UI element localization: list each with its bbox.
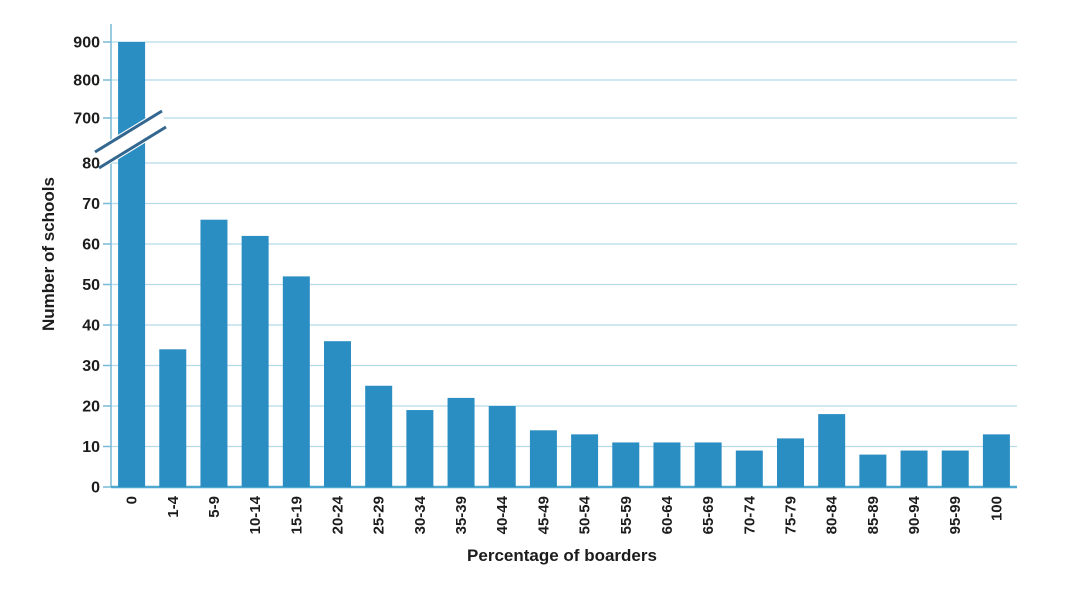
x-category-label-45-49: 45-49 [535, 496, 552, 534]
x-category-label-85-89: 85-89 [865, 496, 882, 534]
y-tick-label-700: 700 [73, 111, 100, 128]
bar-80-84 [818, 414, 846, 487]
y-tick-label-10: 10 [82, 439, 100, 456]
bar-1-4 [159, 349, 187, 487]
y-tick-label-80: 80 [82, 156, 100, 173]
bar-15-19 [282, 276, 310, 487]
bar-10-14 [241, 235, 269, 487]
x-category-label-80-84: 80-84 [824, 495, 841, 534]
bar-70-74 [735, 450, 763, 487]
axis-break-band [95, 108, 166, 171]
y-tick-label-70: 70 [82, 196, 100, 213]
x-category-label-70-74: 70-74 [741, 495, 758, 534]
bar-40-44 [488, 406, 516, 487]
y-tick-label-20: 20 [82, 399, 100, 416]
y-tick-label-60: 60 [82, 237, 100, 254]
x-category-label-100: 100 [988, 496, 1005, 521]
bar-60-64 [653, 442, 681, 487]
bar-50-54 [571, 434, 599, 487]
bar-25-29 [365, 385, 393, 487]
bar-100 [982, 434, 1010, 487]
bar-95-99 [941, 450, 969, 487]
bar-90-94 [900, 450, 928, 487]
bar-30-34 [406, 410, 434, 487]
x-category-label-55-59: 55-59 [618, 496, 635, 534]
y-tick-label-0: 0 [91, 480, 100, 497]
x-category-label-95-99: 95-99 [947, 496, 964, 534]
x-category-label-15-19: 15-19 [288, 496, 305, 534]
x-category-label-20-24: 20-24 [330, 495, 347, 534]
bar-5-9 [200, 219, 228, 487]
x-category-label-25-29: 25-29 [371, 496, 388, 534]
y-tick-label-800: 800 [73, 73, 100, 90]
axis-break-slash-lower [98, 125, 167, 170]
x-category-label-30-34: 30-34 [412, 495, 429, 534]
y-tick-label-40: 40 [82, 318, 100, 335]
x-category-label-10-14: 10-14 [247, 495, 264, 534]
bar-45-49 [529, 430, 557, 487]
y-tick-label-30: 30 [82, 358, 100, 375]
y-tick-label-50: 50 [82, 277, 100, 294]
x-category-label-35-39: 35-39 [453, 496, 470, 534]
y-axis-title: Number of schools [39, 177, 58, 331]
x-category-label-50-54: 50-54 [577, 495, 594, 534]
bar-0 [118, 42, 146, 487]
x-category-label-75-79: 75-79 [783, 496, 800, 534]
y-tick-label-900: 900 [73, 35, 100, 52]
x-category-label-90-94: 90-94 [906, 495, 923, 534]
x-category-label-1-4: 1-4 [165, 495, 182, 517]
bar-35-39 [447, 397, 475, 487]
bar-55-59 [612, 442, 640, 487]
x-category-label-40-44: 40-44 [494, 495, 511, 534]
axis-break-slash-upper [94, 109, 163, 154]
x-category-label-65-69: 65-69 [700, 496, 717, 534]
bar-85-89 [859, 454, 887, 487]
x-category-label-0: 0 [124, 496, 141, 504]
bar-75-79 [777, 438, 804, 487]
x-category-label-5-9: 5-9 [206, 496, 223, 518]
bar-65-69 [694, 442, 722, 487]
x-axis-title: Percentage of boarders [467, 546, 657, 565]
x-category-label-60-64: 60-64 [659, 495, 676, 534]
bar-20-24 [324, 341, 351, 487]
